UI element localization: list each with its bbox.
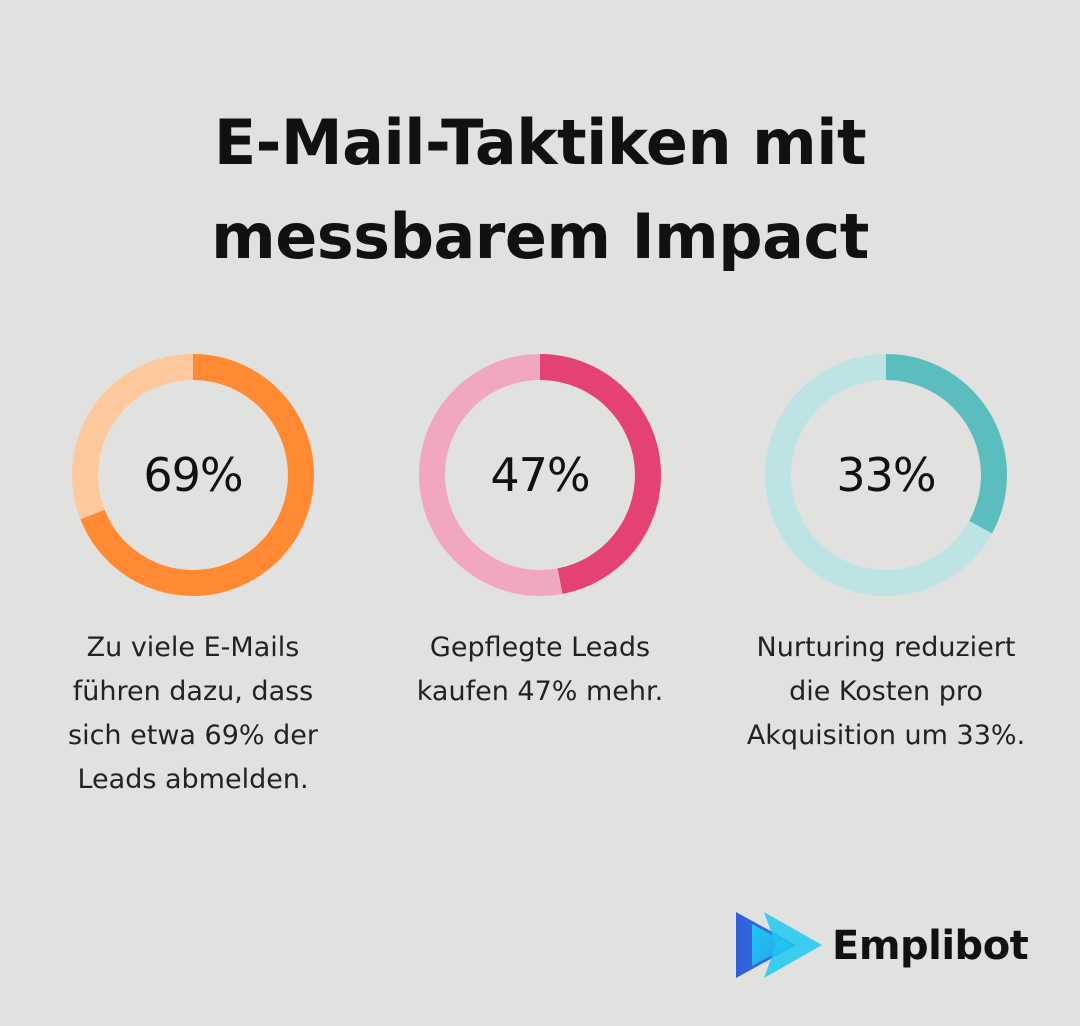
caption-3-line-3: Akquisition um 33%. — [746, 720, 1026, 751]
donut-svg-3 — [765, 354, 1007, 596]
caption-1-line-4: Leads abmelden. — [77, 764, 309, 795]
donut-arc-2 — [419, 354, 661, 596]
caption-1-line-2: führen dazu, dass — [72, 676, 314, 707]
caption-1-line-3: sich etwa 69% der — [68, 720, 318, 751]
caption-2-line-1: Gepflegte Leads — [429, 632, 651, 663]
donut-caption-2: Gepflegte Leads kaufen 47% mehr. — [390, 626, 690, 714]
caption-3-line-1: Nurturing reduziert — [756, 632, 1016, 663]
donut-value-1: 69% — [143, 448, 243, 502]
donut-value-2: 47% — [490, 448, 590, 502]
emplibot-play-logo-icon — [736, 912, 822, 978]
donut-value-3: 33% — [836, 448, 936, 502]
page-title: E-Mail-Taktiken mit messbarem Impact — [0, 96, 1080, 284]
caption-3-line-2: die Kosten pro — [789, 676, 983, 707]
brand-name: Emplibot — [832, 923, 1029, 969]
title-line-1: E-Mail-Taktiken mit — [213, 106, 867, 179]
title-line-2: messbarem Impact — [211, 200, 869, 273]
caption-1-line-1: Zu viele E-Mails — [86, 632, 300, 663]
donut-chart-3: 33% — [765, 354, 1007, 596]
donut-arc-1 — [72, 354, 314, 596]
donut-caption-3: Nurturing reduziert die Kosten pro Akqui… — [736, 626, 1036, 758]
donut-caption-1: Zu viele E-Mails führen dazu, dass sich … — [43, 626, 343, 802]
donut-arc-3 — [765, 354, 1007, 596]
caption-2-line-2: kaufen 47% mehr. — [416, 676, 664, 707]
brand-logo: Emplibot — [736, 910, 1056, 980]
donut-chart-1: 69% — [72, 354, 314, 596]
donut-svg-1 — [72, 354, 314, 596]
donut-chart-2: 47% — [419, 354, 661, 596]
donut-svg-2 — [419, 354, 661, 596]
